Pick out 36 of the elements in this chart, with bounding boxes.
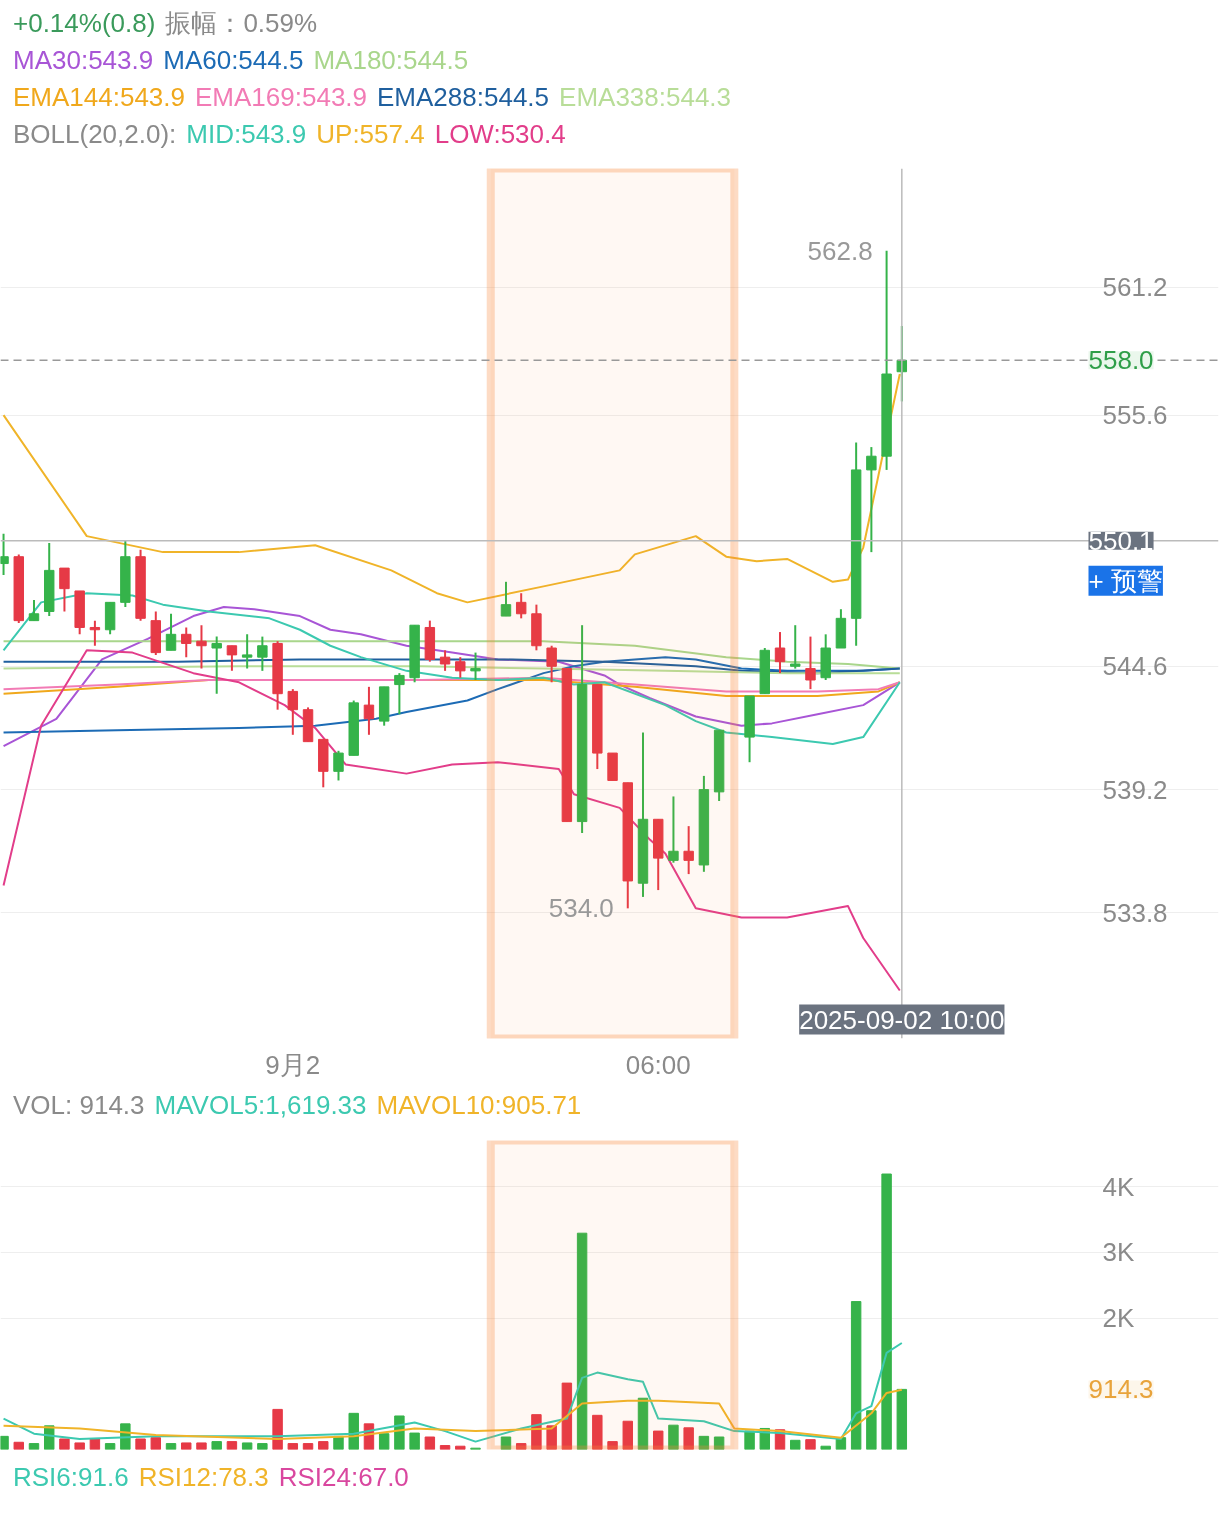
annotation: 562.8 [807,235,873,266]
ref-line-label: 558.0 [1088,345,1154,376]
annotation: 914.3 [1088,1374,1154,1405]
y-tick-label: 539.2 [1102,774,1168,805]
text: 振幅：0.59% [165,8,318,38]
ref-line-label: 2025-09-02 10:00 [799,1004,1005,1035]
y-tick-label: 4K [1102,1171,1135,1202]
text: EMA288:544.5 [377,82,550,112]
text: LOW:530.4 [434,119,566,149]
y-tick-label: 561.2 [1102,272,1168,303]
x-tick-label: 06:00 [625,1049,691,1080]
text: MAVOL10:905.71 [376,1090,582,1120]
y-tick-label: 2K [1102,1303,1135,1334]
text: EMA338:544.3 [559,82,732,112]
x-tick-label: 9月2 [265,1049,321,1080]
y-tick-label: 544.6 [1102,651,1168,682]
text: MAVOL5:1,619.33 [154,1090,367,1120]
text: MID:543.9 [186,119,307,149]
text: MA180:544.5 [313,45,469,75]
text: +0.14%(0.8) [13,8,156,38]
annotation: 534.0 [548,893,614,924]
text: RSI6:91.6 [13,1462,129,1492]
text: MA30:543.9 [13,45,154,75]
text: EMA169:543.9 [195,82,368,112]
text: RSI24:67.0 [278,1462,409,1492]
y-tick-label: 533.8 [1102,897,1168,928]
annotation: + 预警 [1088,565,1163,596]
text: EMA144:543.9 [13,82,186,112]
chart-title: VOL: 914.3 [13,1090,145,1120]
text: UP:557.4 [316,119,425,149]
text: RSI12:78.3 [138,1462,269,1492]
ref-line-label: 550.1 [1088,525,1154,556]
text: BOLL(20,2.0): [13,119,177,149]
y-tick-label: 3K [1102,1237,1135,1268]
text: MA60:544.5 [163,45,304,75]
y-tick-label: 555.6 [1102,400,1168,431]
